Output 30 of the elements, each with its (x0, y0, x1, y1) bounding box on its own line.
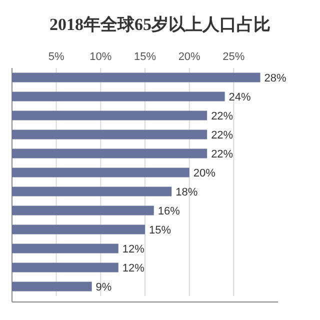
bar (12, 262, 118, 272)
x-tick-label: 10% (90, 51, 112, 63)
bar (12, 130, 208, 140)
chart-title: 2018年全球65岁以上人口占比 (50, 15, 270, 34)
data-label: 24% (228, 92, 252, 104)
bar (12, 72, 260, 82)
data-label: 20% (193, 168, 216, 180)
bar (12, 224, 145, 234)
data-label: 22% (211, 110, 234, 122)
data-label: 9% (96, 282, 112, 294)
bar (12, 168, 190, 178)
bar (12, 282, 92, 292)
bar (12, 110, 208, 120)
x-tick-label: 25% (222, 51, 245, 63)
data-label: 12% (122, 262, 145, 274)
data-label: 22% (211, 148, 234, 160)
data-label: 16% (158, 206, 180, 218)
data-label: 12% (122, 244, 145, 256)
data-label: 18% (176, 186, 198, 198)
bar (12, 244, 118, 254)
bar (12, 206, 154, 216)
x-tick-label: 15% (134, 51, 156, 63)
bar (12, 148, 208, 158)
x-tick-label: 5% (48, 51, 64, 63)
bar (12, 92, 225, 102)
data-label: 28% (264, 72, 286, 84)
x-tick-label: 20% (178, 51, 201, 63)
data-label: 15% (149, 224, 172, 236)
data-label: 22% (211, 130, 234, 142)
bar (12, 186, 172, 196)
